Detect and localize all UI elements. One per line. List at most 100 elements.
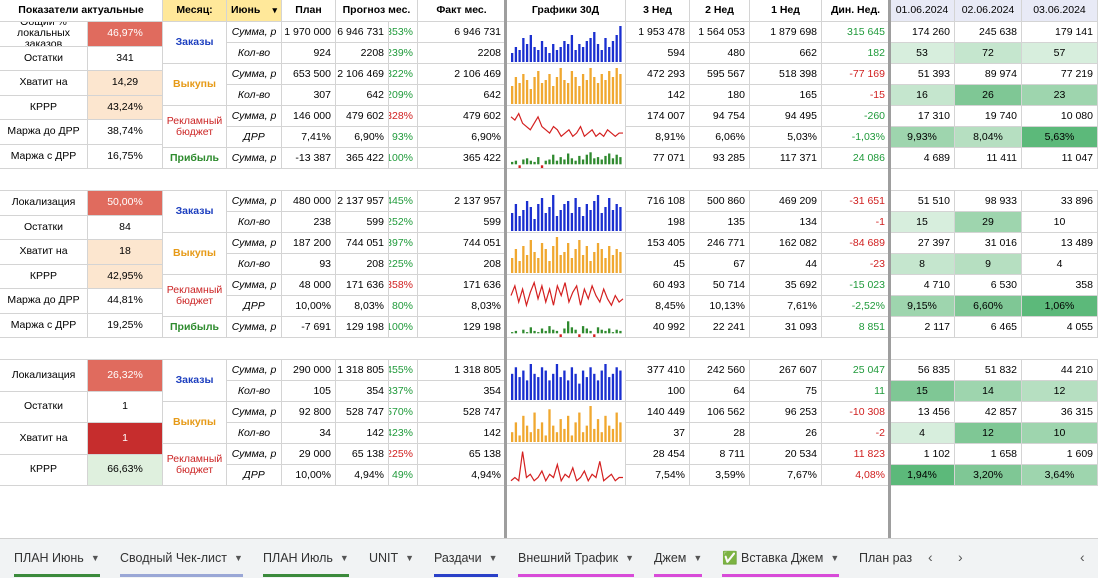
fact-cell[interactable]: 365 422: [418, 148, 506, 169]
day-cell[interactable]: 44 210: [1022, 360, 1098, 381]
chevron-down-icon[interactable]: ▼: [339, 553, 349, 563]
scroll-right-icon[interactable]: ›: [958, 549, 963, 565]
week2-cell[interactable]: 10,13%: [690, 296, 750, 317]
day-cell[interactable]: 15: [890, 212, 955, 233]
pct-cell[interactable]: 100%: [389, 148, 418, 169]
week2-cell[interactable]: 64: [690, 381, 750, 402]
dyn-cell[interactable]: 8 851: [822, 317, 890, 338]
forecast-cell[interactable]: 528 747: [336, 402, 389, 423]
fact-cell[interactable]: 8,03%: [418, 296, 506, 317]
pct-cell[interactable]: 322%: [389, 64, 418, 85]
day-cell[interactable]: 36 315: [1022, 402, 1098, 423]
week2-cell[interactable]: 6,06%: [690, 127, 750, 148]
forecast-cell[interactable]: 142: [336, 423, 389, 444]
week1-cell[interactable]: 662: [750, 43, 822, 64]
week1-cell[interactable]: 31 093: [750, 317, 822, 338]
day-cell[interactable]: 11 411: [955, 148, 1022, 169]
dyn-cell[interactable]: -15 023: [822, 275, 890, 296]
week3-cell[interactable]: 594: [626, 43, 690, 64]
week2-cell[interactable]: 93 285: [690, 148, 750, 169]
forecast-cell[interactable]: 129 198: [336, 317, 389, 338]
day-cell[interactable]: 1,94%: [890, 465, 955, 486]
sheet-tab[interactable]: Раздачи ▼: [434, 539, 498, 577]
pct-cell[interactable]: 252%: [389, 212, 418, 233]
pct-cell[interactable]: 239%: [389, 43, 418, 64]
day-cell[interactable]: 174 260: [890, 22, 955, 43]
day-cell[interactable]: 6 465: [955, 317, 1022, 338]
indicator-value[interactable]: 66,63%: [88, 454, 163, 486]
week3-cell[interactable]: 40 992: [626, 317, 690, 338]
forecast-cell[interactable]: 8,03%: [336, 296, 389, 317]
week1-cell[interactable]: 7,67%: [750, 465, 822, 486]
day-cell[interactable]: 23: [1022, 85, 1098, 106]
chevron-down-icon[interactable]: ▼: [830, 553, 840, 563]
day-cell[interactable]: 1,06%: [1022, 296, 1098, 317]
week1-cell[interactable]: 469 209: [750, 191, 822, 212]
day-cell[interactable]: 12: [955, 423, 1022, 444]
forecast-cell[interactable]: 6,90%: [336, 127, 389, 148]
week2-cell[interactable]: 22 241: [690, 317, 750, 338]
week2-cell[interactable]: 3,59%: [690, 465, 750, 486]
week1-cell[interactable]: 165: [750, 85, 822, 106]
collapse-icon[interactable]: ‹: [1080, 549, 1085, 565]
day-cell[interactable]: 72: [955, 43, 1022, 64]
fact-cell[interactable]: 354: [418, 381, 506, 402]
fact-cell[interactable]: 6 946 731: [418, 22, 506, 43]
dyn-cell[interactable]: 25 047: [822, 360, 890, 381]
week3-cell[interactable]: 100: [626, 381, 690, 402]
day-cell[interactable]: 27 397: [890, 233, 955, 254]
day-cell[interactable]: 8: [890, 254, 955, 275]
fact-cell[interactable]: 744 051: [418, 233, 506, 254]
week1-cell[interactable]: 162 082: [750, 233, 822, 254]
chevron-down-icon[interactable]: ▼: [234, 553, 243, 563]
forecast-cell[interactable]: 1 318 805: [336, 360, 389, 381]
week2-cell[interactable]: 67: [690, 254, 750, 275]
dyn-cell[interactable]: -1: [822, 212, 890, 233]
plan-cell[interactable]: 92 800: [282, 402, 336, 423]
week2-cell[interactable]: 480: [690, 43, 750, 64]
week3-cell[interactable]: 37: [626, 423, 690, 444]
indicator-value[interactable]: 38,74%: [88, 120, 163, 145]
forecast-cell[interactable]: 171 636: [336, 275, 389, 296]
day-cell[interactable]: 57: [1022, 43, 1098, 64]
week3-cell[interactable]: 77 071: [626, 148, 690, 169]
indicator-value[interactable]: 14,29: [88, 71, 163, 96]
week3-cell[interactable]: 8,91%: [626, 127, 690, 148]
day-cell[interactable]: 6 530: [955, 275, 1022, 296]
day-cell[interactable]: 16: [890, 85, 955, 106]
day-cell[interactable]: 77 219: [1022, 64, 1098, 85]
week2-cell[interactable]: 180: [690, 85, 750, 106]
fact-cell[interactable]: 2208: [418, 43, 506, 64]
plan-cell[interactable]: 307: [282, 85, 336, 106]
week1-cell[interactable]: 518 398: [750, 64, 822, 85]
forecast-cell[interactable]: 642: [336, 85, 389, 106]
forecast-cell[interactable]: 599: [336, 212, 389, 233]
plan-cell[interactable]: 10,00%: [282, 296, 336, 317]
week2-cell[interactable]: 595 567: [690, 64, 750, 85]
chevron-down-icon[interactable]: ▼: [405, 553, 415, 563]
forecast-cell[interactable]: 6 946 731: [336, 22, 389, 43]
sheet-tab[interactable]: Джем ▼: [654, 539, 703, 577]
pct-cell[interactable]: 209%: [389, 85, 418, 106]
week3-cell[interactable]: 45: [626, 254, 690, 275]
plan-cell[interactable]: 238: [282, 212, 336, 233]
day-cell[interactable]: 33 896: [1022, 191, 1098, 212]
day-cell[interactable]: 10: [1022, 212, 1098, 233]
fact-cell[interactable]: 4,94%: [418, 465, 506, 486]
week1-cell[interactable]: 134: [750, 212, 822, 233]
dyn-cell[interactable]: 315 645: [822, 22, 890, 43]
chevron-down-icon[interactable]: ▼: [693, 553, 703, 563]
forecast-cell[interactable]: 365 422: [336, 148, 389, 169]
week2-cell[interactable]: 1 564 053: [690, 22, 750, 43]
day-cell[interactable]: 14: [955, 381, 1022, 402]
day-cell[interactable]: 4 055: [1022, 317, 1098, 338]
dyn-cell[interactable]: -1,03%: [822, 127, 890, 148]
pct-cell[interactable]: 328%: [389, 106, 418, 127]
dyn-cell[interactable]: -84 689: [822, 233, 890, 254]
fact-cell[interactable]: 642: [418, 85, 506, 106]
day-cell[interactable]: 10 080: [1022, 106, 1098, 127]
pct-cell[interactable]: 225%: [389, 444, 418, 465]
day-cell[interactable]: 89 974: [955, 64, 1022, 85]
week2-cell[interactable]: 135: [690, 212, 750, 233]
plan-cell[interactable]: 29 000: [282, 444, 336, 465]
